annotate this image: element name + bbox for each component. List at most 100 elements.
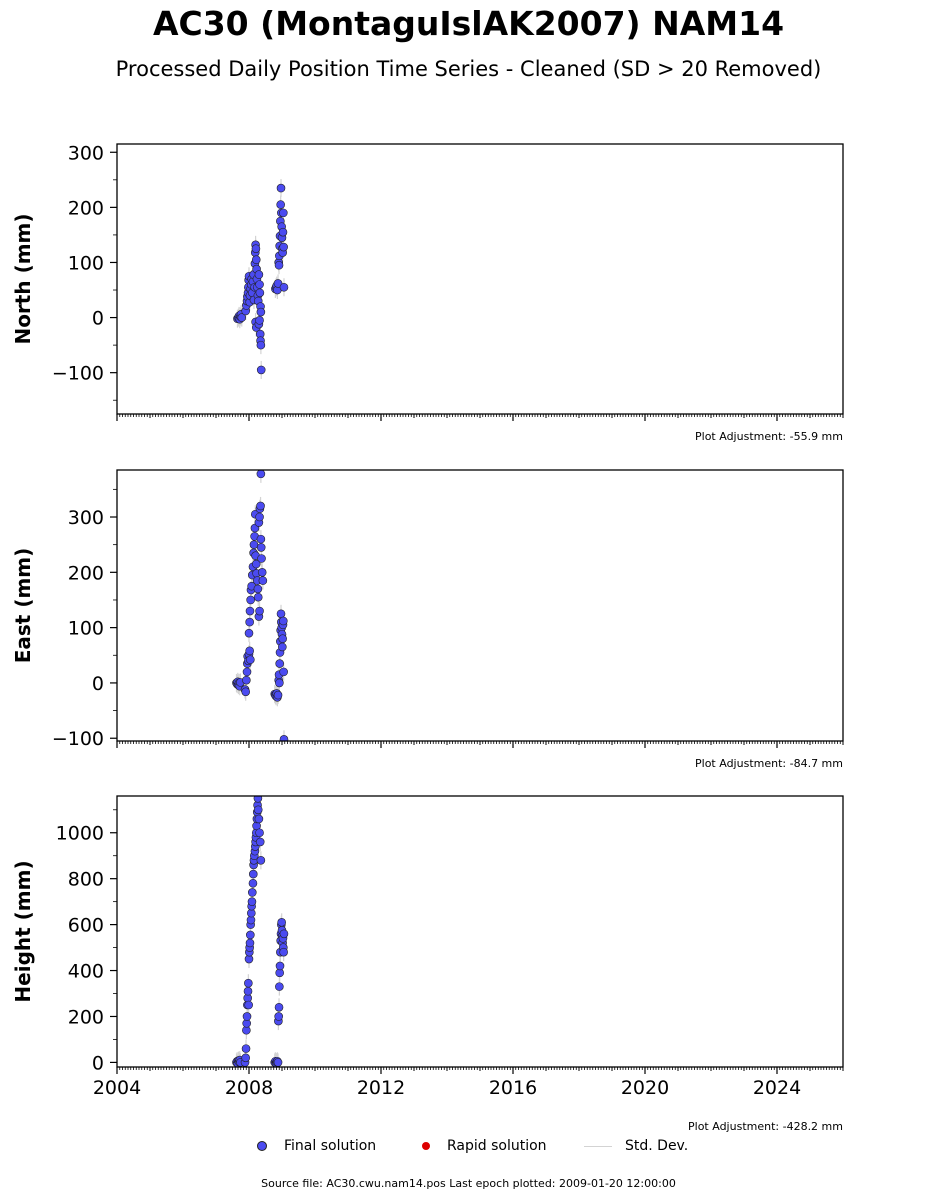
data-point — [242, 675, 251, 685]
legend-rapid-label: Rapid solution — [447, 1138, 547, 1154]
y-tick-label: 1000 — [56, 823, 104, 845]
data-point — [243, 986, 253, 996]
x-tick-label: 2016 — [489, 1077, 537, 1099]
y-tick-label: 0 — [92, 1052, 104, 1074]
data-point — [274, 1002, 284, 1012]
data-point — [273, 279, 283, 288]
data-point — [251, 244, 261, 253]
chart-subtitle: Processed Daily Position Time Series - C… — [115, 57, 822, 81]
data-point — [257, 554, 266, 563]
source-footer: Source file: AC30.cwu.nam14.pos Last epo… — [261, 1177, 676, 1190]
x-tick-label: 2008 — [225, 1077, 273, 1099]
y-tick-label: −100 — [52, 728, 104, 750]
legend-stddev-label: Std. Dev. — [625, 1138, 689, 1154]
data-point — [248, 888, 257, 897]
y-tick-label: 400 — [68, 961, 104, 983]
data-point — [279, 929, 289, 939]
y-tick-label: 0 — [92, 308, 104, 330]
data-point — [246, 595, 255, 605]
data-point — [247, 897, 257, 906]
data-point — [256, 501, 265, 511]
rapid-solution-marker-icon — [422, 1142, 430, 1150]
y-axis-label: Height (mm) — [11, 860, 35, 1002]
data-point — [279, 735, 289, 741]
y-tick-label: 600 — [68, 915, 104, 937]
data-point — [245, 606, 255, 616]
data-point — [276, 183, 286, 193]
data-point — [245, 646, 254, 656]
data-point — [237, 313, 247, 322]
data-point — [255, 288, 265, 298]
data-point — [273, 1058, 283, 1067]
plot-frame — [116, 143, 844, 415]
data-point — [279, 667, 288, 677]
data-point — [275, 659, 284, 668]
data-point — [255, 316, 264, 325]
plot-adjustment-label: Plot Adjustment: -84.7 mm — [695, 757, 843, 770]
data-point — [275, 982, 284, 991]
data-point — [256, 470, 266, 479]
y-tick-label: 200 — [68, 197, 104, 219]
y-tick-label: 200 — [68, 1006, 104, 1028]
data-point — [275, 961, 285, 971]
data-point — [253, 805, 263, 815]
data-point — [253, 796, 263, 803]
y-tick-label: 300 — [68, 142, 104, 164]
legend-final-label: Final solution — [284, 1138, 377, 1154]
data-point — [256, 534, 266, 544]
data-point — [257, 568, 267, 577]
data-point — [255, 512, 264, 522]
data-point — [279, 616, 288, 626]
data-point — [245, 617, 254, 627]
chart-title: AC30 (MontaguIslAK2007) NAM14 — [152, 4, 785, 43]
data-point — [244, 628, 254, 638]
data-point — [279, 282, 289, 292]
y-tick-label: 200 — [68, 562, 104, 584]
legend-stddev: Std. Dev. — [584, 1138, 688, 1154]
plot-frame — [116, 795, 844, 1068]
data-point — [276, 609, 286, 619]
data-point — [275, 678, 284, 688]
data-point — [254, 814, 264, 824]
y-tick-label: 800 — [68, 869, 104, 891]
data-point — [279, 242, 288, 252]
y-tick-label: −100 — [52, 363, 104, 385]
data-point — [274, 1012, 284, 1021]
plot-adjustment-label: Plot Adjustment: -428.2 mm — [688, 1120, 843, 1133]
data-point — [274, 260, 284, 270]
data-point — [251, 559, 261, 569]
data-point — [278, 634, 287, 643]
data-point — [279, 947, 288, 957]
data-point — [279, 208, 288, 218]
x-tick-label: 2020 — [621, 1077, 669, 1099]
data-point — [249, 540, 259, 549]
data-point — [246, 930, 255, 940]
x-tick-label: 2012 — [357, 1077, 405, 1099]
legend-final: Final solution — [257, 1138, 376, 1154]
data-point — [245, 938, 255, 948]
data-point — [244, 1000, 253, 1010]
legend-rapid: Rapid solution — [422, 1138, 547, 1154]
data-point — [255, 828, 264, 838]
data-point — [253, 592, 263, 602]
data-point — [246, 655, 255, 665]
data-point — [248, 869, 258, 879]
data-point — [256, 856, 266, 865]
data-point — [253, 584, 263, 594]
x-tick-label: 2024 — [753, 1077, 801, 1099]
y-tick-label: 100 — [68, 618, 104, 640]
y-tick-label: 100 — [68, 252, 104, 274]
data-point — [241, 687, 250, 697]
plot-frame — [116, 469, 844, 742]
data-point — [258, 576, 268, 585]
data-point — [256, 307, 266, 317]
data-point — [276, 200, 285, 209]
data-point — [241, 1053, 250, 1063]
data-point — [277, 918, 286, 927]
data-point — [278, 642, 287, 652]
data-point — [248, 878, 258, 888]
y-axis-label: East (mm) — [11, 548, 35, 664]
time-series-plots: −100 0 100 200 300 North (mm) Plot Adjustment:… — [11, 142, 844, 1133]
data-point — [255, 606, 264, 616]
data-point — [242, 1012, 252, 1021]
